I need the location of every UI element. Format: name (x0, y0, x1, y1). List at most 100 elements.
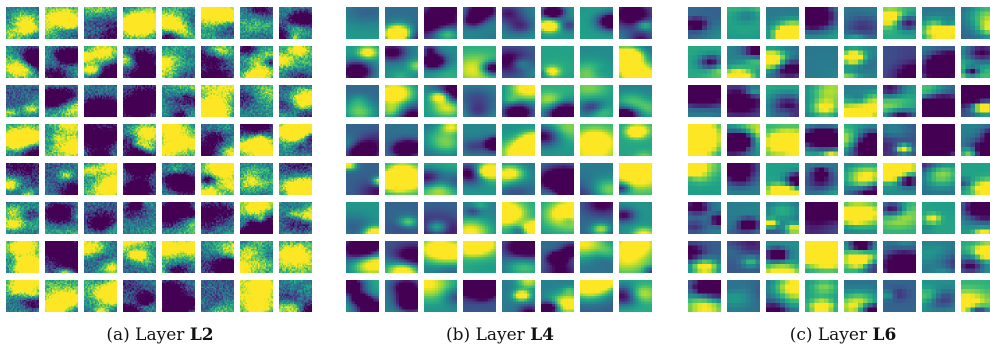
feature-map-cell (844, 85, 877, 117)
feature-map-cell (766, 7, 799, 39)
caption-b-prefix: (b) Layer (446, 325, 531, 345)
feature-map-cell (385, 163, 418, 195)
feature-map-cell (123, 46, 156, 78)
feature-map-cell (45, 46, 78, 78)
feature-map-cell (805, 163, 838, 195)
feature-map-cell (45, 85, 78, 117)
feature-map-cell (580, 46, 613, 78)
feature-map-cell (346, 202, 379, 234)
feature-map-cell (922, 46, 955, 78)
feature-map-cell (346, 46, 379, 78)
feature-map-cell (961, 202, 990, 234)
feature-map-cell (201, 124, 234, 156)
feature-map-cell (6, 85, 39, 117)
feature-map-cell (541, 124, 574, 156)
feature-map-cell (502, 7, 535, 39)
feature-map-cell (961, 241, 990, 273)
feature-map-cell (463, 124, 496, 156)
feature-map-cell (541, 202, 574, 234)
feature-map-cell (6, 280, 39, 312)
feature-map-cell (279, 163, 312, 195)
feature-map-cell (922, 241, 955, 273)
feature-map-cell (541, 163, 574, 195)
feature-map-cell (463, 163, 496, 195)
feature-map-cell (961, 46, 990, 78)
feature-map-cell (84, 280, 117, 312)
feature-map-cell (84, 202, 117, 234)
feature-map-cell (240, 7, 273, 39)
feature-map-cell (502, 202, 535, 234)
feature-map-cell (123, 280, 156, 312)
feature-map-cell (844, 202, 877, 234)
feature-map-cell (123, 163, 156, 195)
feature-map-cell (240, 85, 273, 117)
feature-map-cell (279, 280, 312, 312)
feature-map-cell (883, 85, 916, 117)
feature-map-cell (6, 7, 39, 39)
feature-map-cell (688, 46, 721, 78)
feature-map-cell (580, 85, 613, 117)
caption-c-prefix: (c) Layer (789, 325, 873, 345)
feature-map-cell (580, 280, 613, 312)
feature-map-cell (463, 202, 496, 234)
feature-map-cell (541, 46, 574, 78)
feature-map-cell (805, 46, 838, 78)
feature-map-cell (385, 202, 418, 234)
feature-map-cell (580, 163, 613, 195)
feature-map-cell (688, 241, 721, 273)
feature-map-cell (463, 241, 496, 273)
feature-map-cell (463, 7, 496, 39)
feature-map-cell (805, 280, 838, 312)
feature-map-cell (385, 280, 418, 312)
feature-map-cell (45, 124, 78, 156)
feature-map-cell (688, 280, 721, 312)
feature-map-cell (502, 163, 535, 195)
feature-map-cell (279, 7, 312, 39)
feature-map-cell (688, 202, 721, 234)
feature-map-cell (580, 241, 613, 273)
feature-map-cell (463, 46, 496, 78)
feature-map-cell (385, 241, 418, 273)
feature-map-cell (844, 280, 877, 312)
feature-map-cell (844, 7, 877, 39)
feature-map-cell (580, 202, 613, 234)
feature-map-cell (619, 124, 652, 156)
feature-map-cell (162, 85, 195, 117)
feature-map-cell (240, 124, 273, 156)
feature-map-cell (922, 124, 955, 156)
panel-b (346, 7, 652, 312)
feature-map-cell (541, 280, 574, 312)
feature-map-cell (883, 124, 916, 156)
caption-a: (a) Layer L2 (106, 325, 213, 345)
caption-b-layer: L4 (530, 325, 554, 345)
caption-c: (c) Layer L6 (790, 325, 897, 345)
feature-map-cell (240, 46, 273, 78)
feature-map-cell (162, 163, 195, 195)
feature-map-cell (84, 85, 117, 117)
feature-map-cell (279, 202, 312, 234)
feature-map-cell (346, 7, 379, 39)
feature-map-cell (922, 163, 955, 195)
feature-map-cell (961, 124, 990, 156)
feature-map-cell (688, 7, 721, 39)
feature-map-cell (619, 85, 652, 117)
panel-a (6, 7, 312, 312)
feature-map-grid-c (688, 7, 990, 312)
feature-map-cell (45, 202, 78, 234)
feature-map-cell (201, 7, 234, 39)
feature-map-cell (346, 124, 379, 156)
feature-map-cell (201, 280, 234, 312)
feature-map-cell (201, 46, 234, 78)
feature-map-cell (580, 124, 613, 156)
feature-map-cell (424, 202, 457, 234)
feature-map-cell (45, 241, 78, 273)
feature-map-cell (766, 124, 799, 156)
feature-map-cell (240, 202, 273, 234)
feature-map-cell (162, 124, 195, 156)
feature-map-cell (502, 124, 535, 156)
feature-map-cell (580, 7, 613, 39)
feature-map-cell (240, 163, 273, 195)
feature-map-cell (45, 280, 78, 312)
feature-map-cell (727, 7, 760, 39)
feature-map-cell (805, 85, 838, 117)
